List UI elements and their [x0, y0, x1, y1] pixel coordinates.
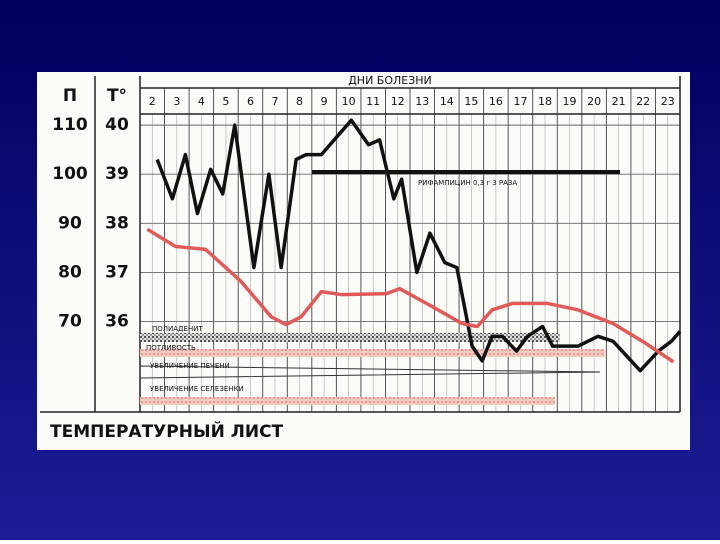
x-tick-label: 21 [612, 95, 626, 108]
y2-axis-title: П [63, 86, 77, 106]
y2-tick-label: 90 [58, 213, 82, 233]
y-tick-label: 40 [105, 115, 129, 135]
y-tick-label: 37 [105, 262, 129, 282]
y-axis-title: Т° [107, 86, 127, 106]
chart-title: ТЕМПЕРАТУРНЫЙ ЛИСТ [50, 420, 284, 442]
y2-tick-label: 70 [58, 312, 82, 332]
x-tick-label: 20 [587, 95, 601, 108]
annotation: РИФАМПИЦИН 0,3 г 3 РАЗА [418, 179, 517, 187]
series-line [146, 227, 675, 364]
x-tick-label: 2 [149, 95, 156, 108]
x-tick-label: 14 [440, 95, 454, 108]
x-tick-label: 8 [296, 95, 303, 108]
sheet [37, 72, 690, 450]
band [140, 333, 560, 342]
band [139, 365, 601, 379]
annotation: УВЕЛИЧЕНИЕ ПЕЧЕНИ [150, 362, 230, 370]
drug-bar [312, 170, 620, 174]
y2-tick-label: 110 [52, 115, 88, 135]
x-tick-label: 16 [489, 95, 503, 108]
x-tick-label: 22 [636, 95, 650, 108]
x-tick-label: 6 [247, 95, 254, 108]
x-tick-label: 9 [321, 95, 328, 108]
band [140, 397, 555, 405]
x-tick-label: 4 [198, 95, 205, 108]
series-line [155, 118, 682, 373]
annotation: УВЕЛИЧЕНИЕ СЕЛЕЗЕНКИ [150, 385, 244, 393]
y2-tick-label: 80 [58, 262, 82, 282]
x-axis-title: ДНИ БОЛЕЗНИ [348, 74, 432, 87]
annotation: ПОТЛИВОСТЬ [146, 344, 196, 352]
x-tick-label: 15 [464, 95, 478, 108]
symptom-bands [139, 333, 605, 405]
y-tick-label: 38 [105, 213, 129, 233]
x-tick-label: 11 [366, 95, 380, 108]
x-tick-label: 13 [415, 95, 429, 108]
x-tick-label: 5 [222, 95, 229, 108]
x-tick-label: 3 [173, 95, 180, 108]
x-tick-label: 18 [538, 95, 552, 108]
y2-tick-label: 100 [52, 164, 88, 184]
x-tick-label: 12 [391, 95, 405, 108]
band [140, 349, 605, 357]
x-tick-label: 7 [272, 95, 279, 108]
y-tick-label: 39 [105, 164, 129, 184]
annotation: ПОЛИАДЕНИТ [152, 325, 203, 333]
x-tick-label: 10 [342, 95, 356, 108]
y-tick-label: 36 [105, 312, 129, 332]
x-tick-label: 23 [661, 95, 675, 108]
x-tick-label: 17 [513, 95, 527, 108]
x-tick-label: 19 [563, 95, 577, 108]
